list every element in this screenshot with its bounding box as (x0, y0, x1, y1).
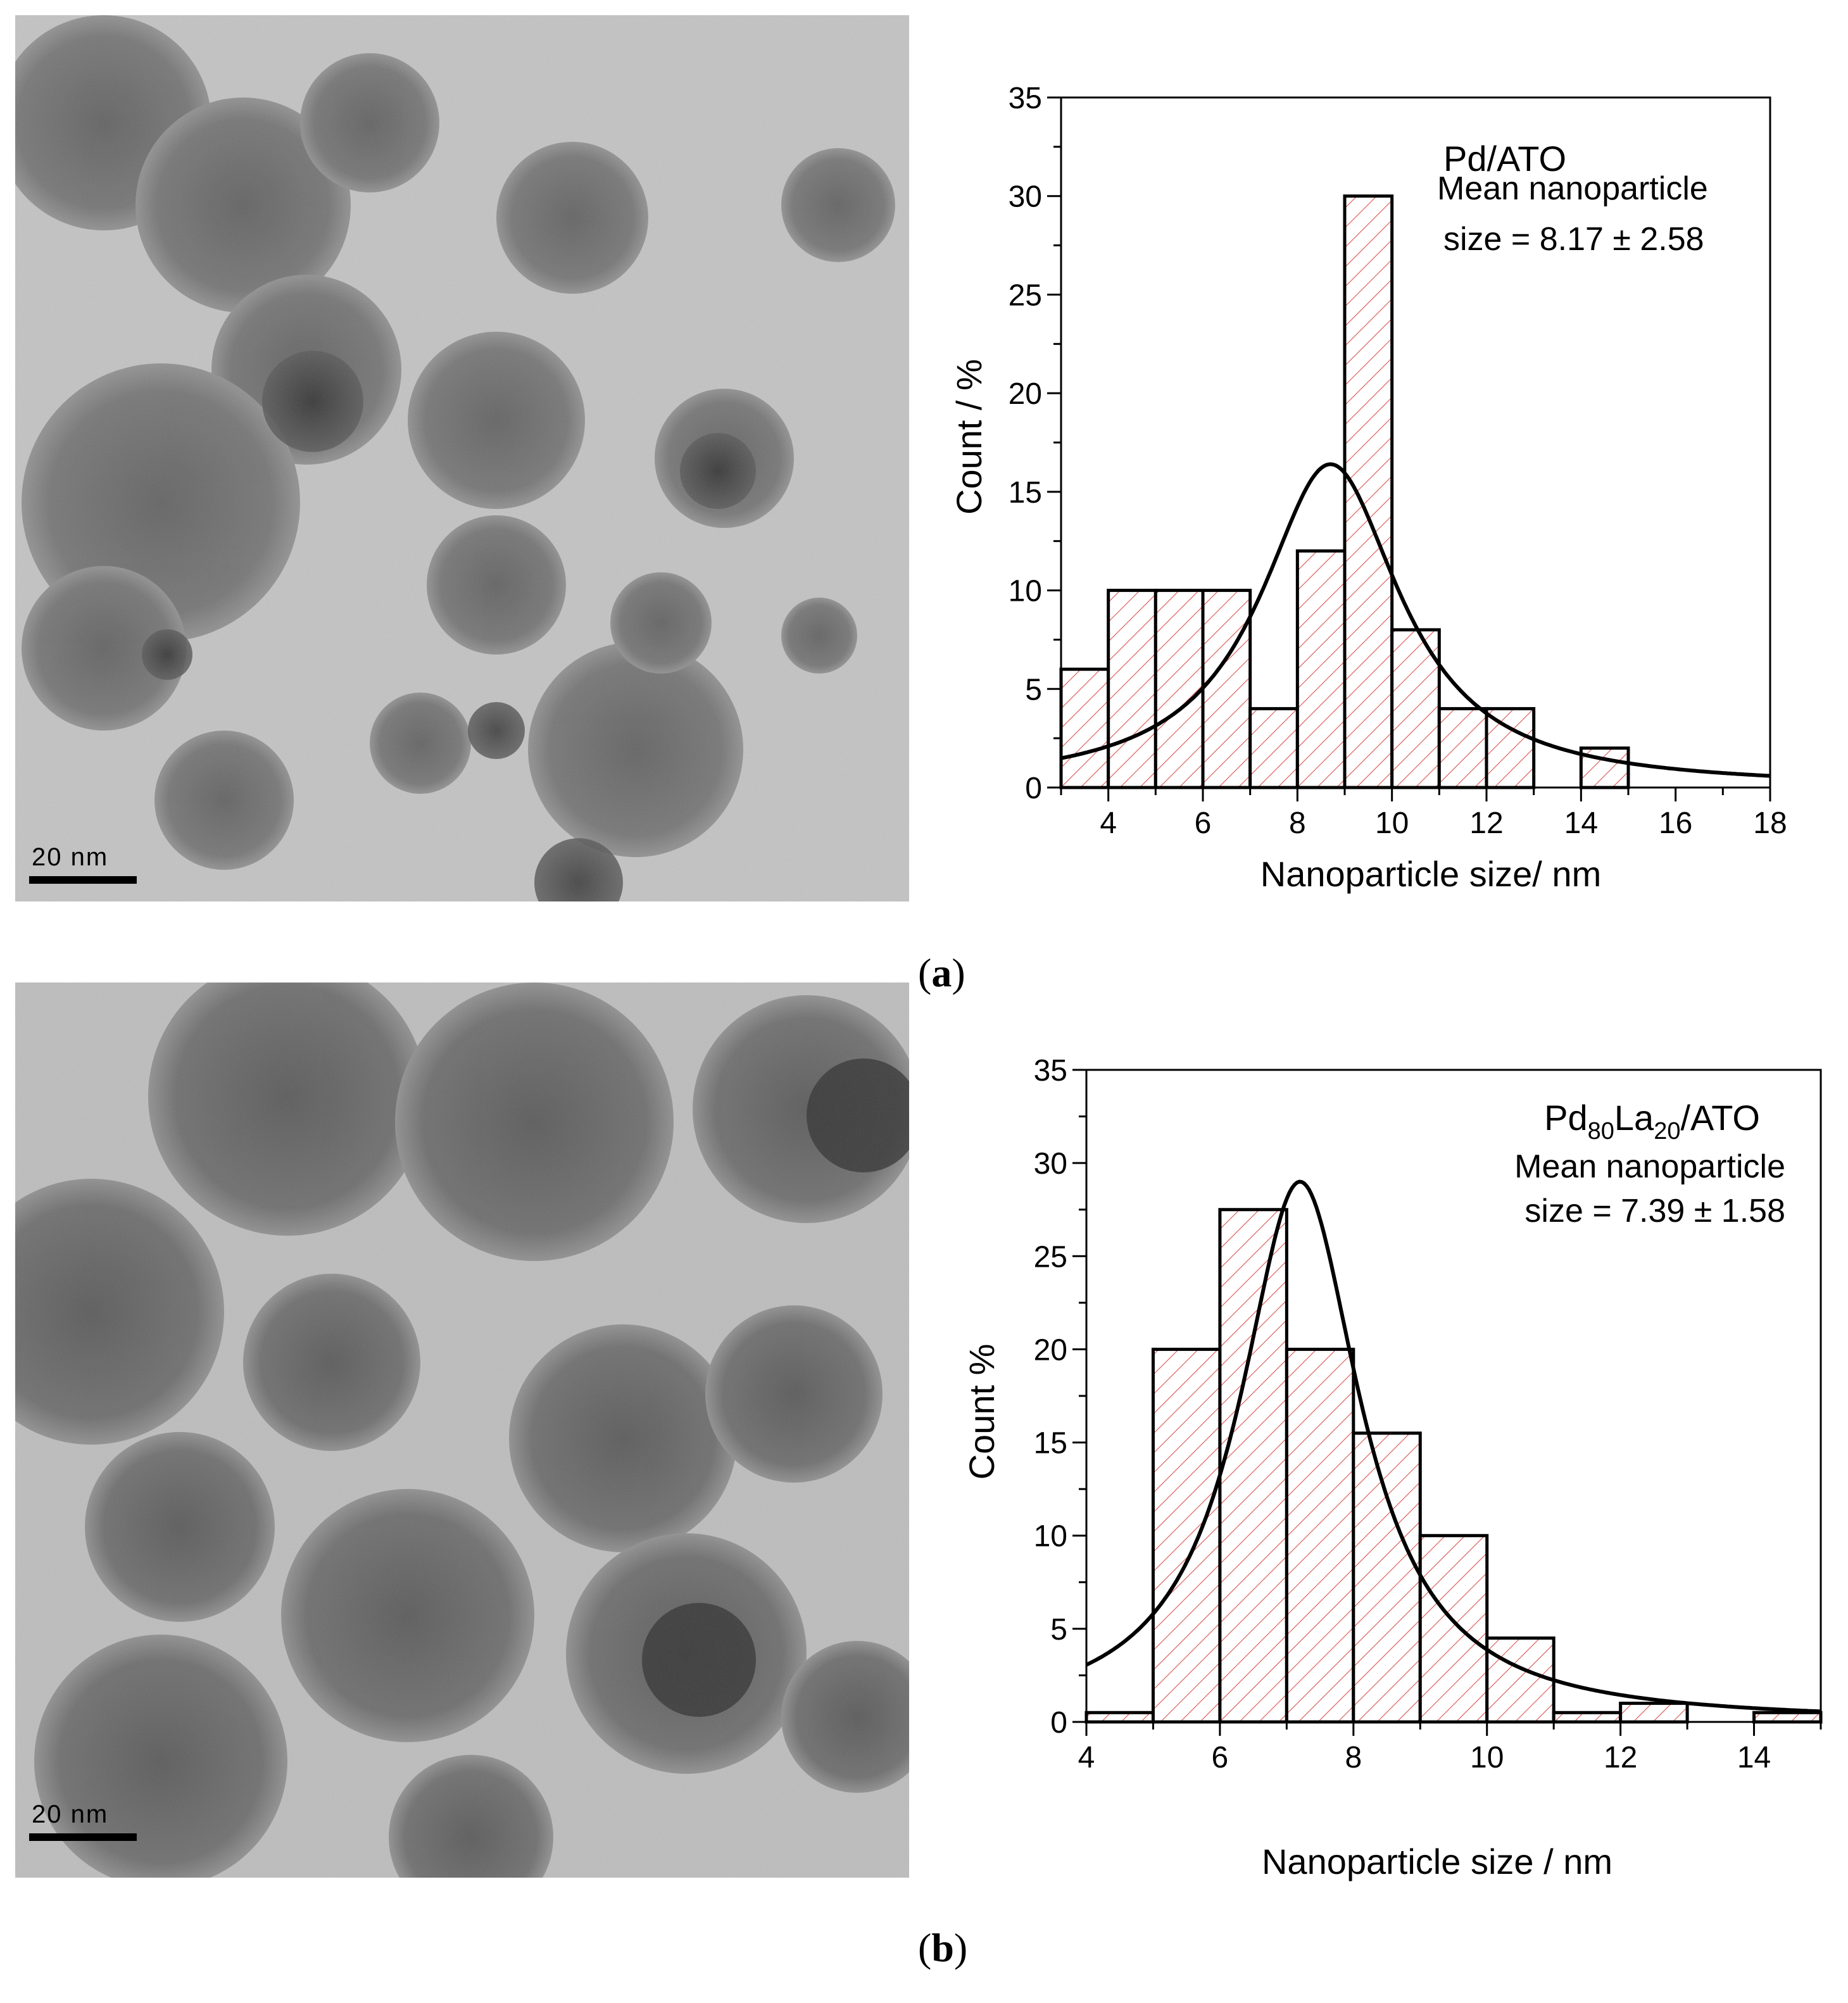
y-tick-label-a-3: 15 (1009, 476, 1042, 510)
y-tick-label-a-6: 30 (1009, 180, 1042, 214)
histogram-chart-b: 0 5 10 15 20 25 30 35 4 6 8 10 12 14 Pd80La20/ATO Mea… (912, 1045, 1823, 1906)
bar-a-4 (1248, 706, 1299, 789)
scalebar-label-b: 20 nm (32, 1800, 109, 1828)
chart-title-b-la: La (1614, 1098, 1654, 1138)
x-axis-label-b: Nanoparticle size / nm (1262, 1842, 1612, 1881)
x-tick-label-a-5: 14 (1564, 807, 1598, 840)
bar-b-4 (1352, 1431, 1422, 1724)
y-axis-label-a: Count / % (949, 359, 989, 515)
scalebar-line-b (29, 1833, 137, 1841)
y-tick-label-b-5: 25 (1034, 1240, 1067, 1274)
bar-b-9 (1752, 1711, 1823, 1724)
bar-b-2 (1218, 1208, 1288, 1724)
x-tick-label-a-2: 8 (1289, 807, 1306, 840)
panel-label-a: (a) (918, 950, 965, 995)
panel-label-b: (b) (918, 1925, 968, 1970)
y-tick-label-b-6: 30 (1034, 1147, 1067, 1181)
x-tick-label-b-5: 14 (1737, 1741, 1771, 1774)
x-tick-label-b-0: 4 (1078, 1741, 1095, 1774)
y-tick-label-b-7: 35 (1034, 1054, 1067, 1088)
tem-texture-a (15, 15, 909, 901)
x-tick-label-b-1: 6 (1212, 1741, 1229, 1774)
bar-b-1 (1151, 1347, 1222, 1724)
x-tick-label-a-7: 18 (1753, 807, 1787, 840)
y-tick-label-b-0: 0 (1050, 1706, 1067, 1740)
plot-area-a: 0 5 10 15 20 25 30 35 4 6 8 10 12 14 16 18 (1009, 82, 1787, 840)
x-tick-label-a-3: 10 (1375, 807, 1409, 840)
x-tick-label-b-2: 8 (1345, 1741, 1362, 1774)
bar-a-8 (1437, 706, 1488, 789)
y-tick-label-a-7: 35 (1009, 82, 1042, 115)
bar-b-3 (1285, 1347, 1355, 1724)
histogram-svg-a: 0 5 10 15 20 25 30 35 4 6 8 10 12 14 16 18 Pd/ATO Mean … (949, 82, 1787, 894)
bar-a-9 (1485, 706, 1536, 789)
histogram-chart-a: 0 5 10 15 20 25 30 35 4 6 8 10 12 14 16 18 Pd/ATO Mean … (912, 70, 1823, 918)
fit-curve-b (1085, 1179, 1821, 1714)
chart-title-b-ato: /ATO (1680, 1098, 1760, 1138)
y-tick-label-a-4: 20 (1009, 377, 1042, 411)
scalebar-line-a (29, 876, 137, 884)
panel-label-a-letter: a (931, 950, 952, 995)
tem-texture-b (15, 983, 909, 1878)
y-tick-label-b-2: 10 (1034, 1520, 1067, 1554)
y-axis-label-b: Count % (962, 1344, 1002, 1480)
bar-a-0 (1059, 667, 1110, 789)
x-tick-label-b-4: 12 (1604, 1741, 1637, 1774)
chart-annotation-b-line2: size = 7.39 ± 1.58 (1524, 1193, 1785, 1229)
scalebar-label-a: 20 nm (32, 843, 109, 871)
x-axis-label-a: Nanoparticle size/ nm (1260, 854, 1601, 894)
bar-a-3 (1201, 589, 1252, 789)
y-tick-label-a-2: 10 (1009, 575, 1042, 608)
chart-annotation-a-line2: size = 8.17 ± 2.58 (1443, 221, 1704, 258)
x-tick-label-a-0: 4 (1100, 807, 1117, 840)
x-tick-label-a-1: 6 (1195, 807, 1212, 840)
chart-annotation-a-line1: Mean nanoparticle (1437, 170, 1708, 207)
chart-title-b-sub1: 80 (1588, 1118, 1614, 1145)
y-tick-label-b-3: 15 (1034, 1427, 1067, 1460)
bar-b-0 (1084, 1711, 1155, 1724)
y-tick-label-a-5: 25 (1009, 279, 1042, 312)
chart-annotation-b-line1: Mean nanoparticle (1514, 1148, 1785, 1185)
tem-image-b: 20 nm (15, 983, 909, 1878)
bar-b-6 (1485, 1636, 1556, 1724)
bar-b-7 (1552, 1711, 1623, 1724)
plot-area-b: 0 5 10 15 20 25 30 35 4 6 8 10 12 14 (1034, 1054, 1823, 1774)
tem-image-a: 20 nm (15, 15, 909, 901)
y-tick-label-b-1: 5 (1050, 1613, 1067, 1647)
chart-title-b: Pd80La20/ATO (1544, 1098, 1760, 1145)
chart-title-a: Pd/ATO (1443, 139, 1566, 179)
y-tick-label-b-4: 20 (1034, 1333, 1067, 1367)
chart-title-b-sub2: 20 (1654, 1118, 1680, 1145)
y-tick-label-a-1: 5 (1025, 673, 1042, 706)
bar-a-5 (1295, 549, 1347, 789)
panel-label-b-letter: b (931, 1925, 954, 1970)
bar-b-5 (1418, 1534, 1489, 1724)
bar-a-1 (1107, 589, 1157, 789)
bar-a-2 (1153, 589, 1205, 789)
y-tick-label-a-0: 0 (1025, 772, 1042, 805)
fit-curve-a (1060, 462, 1771, 778)
chart-title-b-pd: Pd (1544, 1098, 1588, 1138)
x-tick-label-a-4: 12 (1469, 807, 1503, 840)
x-tick-label-b-3: 10 (1470, 1741, 1504, 1774)
bar-a-6 (1343, 194, 1394, 789)
x-tick-label-a-6: 16 (1659, 807, 1692, 840)
bar-b-8 (1619, 1702, 1689, 1724)
